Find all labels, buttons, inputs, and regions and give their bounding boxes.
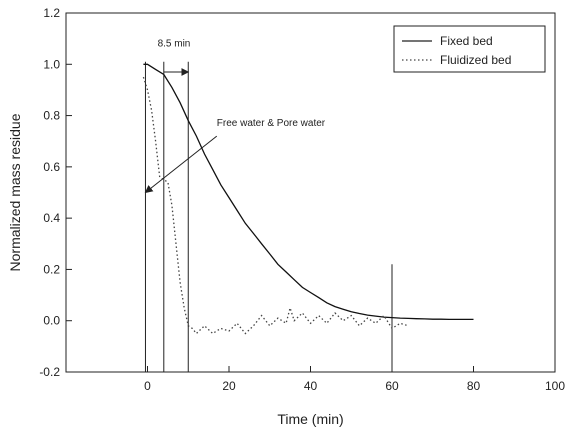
- data-point: [408, 325, 409, 326]
- y-tick-label: -0.2: [39, 365, 60, 379]
- y-axis-title: Normalized mass residue: [7, 113, 23, 271]
- y-tick-label: 0.0: [43, 314, 60, 328]
- x-axis-title: Time (min): [277, 411, 343, 427]
- annotation-label: Free water & Pore water: [217, 118, 326, 129]
- data-point: [343, 320, 344, 321]
- y-tick-label: 0.8: [43, 109, 60, 123]
- data-point: [400, 323, 401, 324]
- reference-lines: [144, 61, 393, 372]
- x-tick-label: 100: [545, 379, 565, 393]
- series-line-fixed-bed: [143, 63, 474, 321]
- y-tick-label: 0.2: [43, 262, 60, 276]
- legend-box: [393, 25, 546, 73]
- legend-label-fixed-bed: Fixed bed: [440, 34, 493, 48]
- x-tick-label: 60: [385, 379, 399, 393]
- annotations: 8.5 min Free water & Pore water: [144, 38, 326, 194]
- data-point: [302, 312, 303, 313]
- dimension-label: 8.5 min: [158, 38, 191, 49]
- y-tick-label: 1.2: [43, 6, 60, 20]
- series-line-fluidized-bed: [142, 76, 409, 335]
- legend: Fixed bed Fluidized bed: [393, 25, 546, 73]
- data-point: [326, 323, 327, 324]
- x-tick-label: 20: [222, 379, 236, 393]
- data-point: [167, 182, 168, 183]
- annotation-arrow: [144, 135, 218, 194]
- y-tick-label: 0.4: [43, 211, 60, 225]
- data-point: [212, 333, 213, 334]
- data-point: [290, 307, 291, 308]
- data-point: [204, 325, 205, 326]
- data-point: [171, 205, 172, 206]
- y-tick-label: 1.0: [43, 57, 60, 71]
- data-point: [151, 110, 152, 111]
- data-point: [375, 323, 376, 324]
- legend-label-fluidized-bed: Fluidized bed: [440, 53, 511, 67]
- y-tick-label: 0.6: [43, 160, 60, 174]
- x-tick-label: 80: [467, 379, 481, 393]
- data-point: [184, 307, 185, 308]
- axis-ticks: 0 20 40 60 80 100 -0.2 0.0 0.2 0.4 0.6 0.8 1.0 1.2: [39, 6, 565, 393]
- x-tick-label: 0: [144, 379, 151, 393]
- x-tick-label: 40: [304, 379, 318, 393]
- series-layer: [142, 63, 474, 335]
- data-point: [285, 323, 286, 324]
